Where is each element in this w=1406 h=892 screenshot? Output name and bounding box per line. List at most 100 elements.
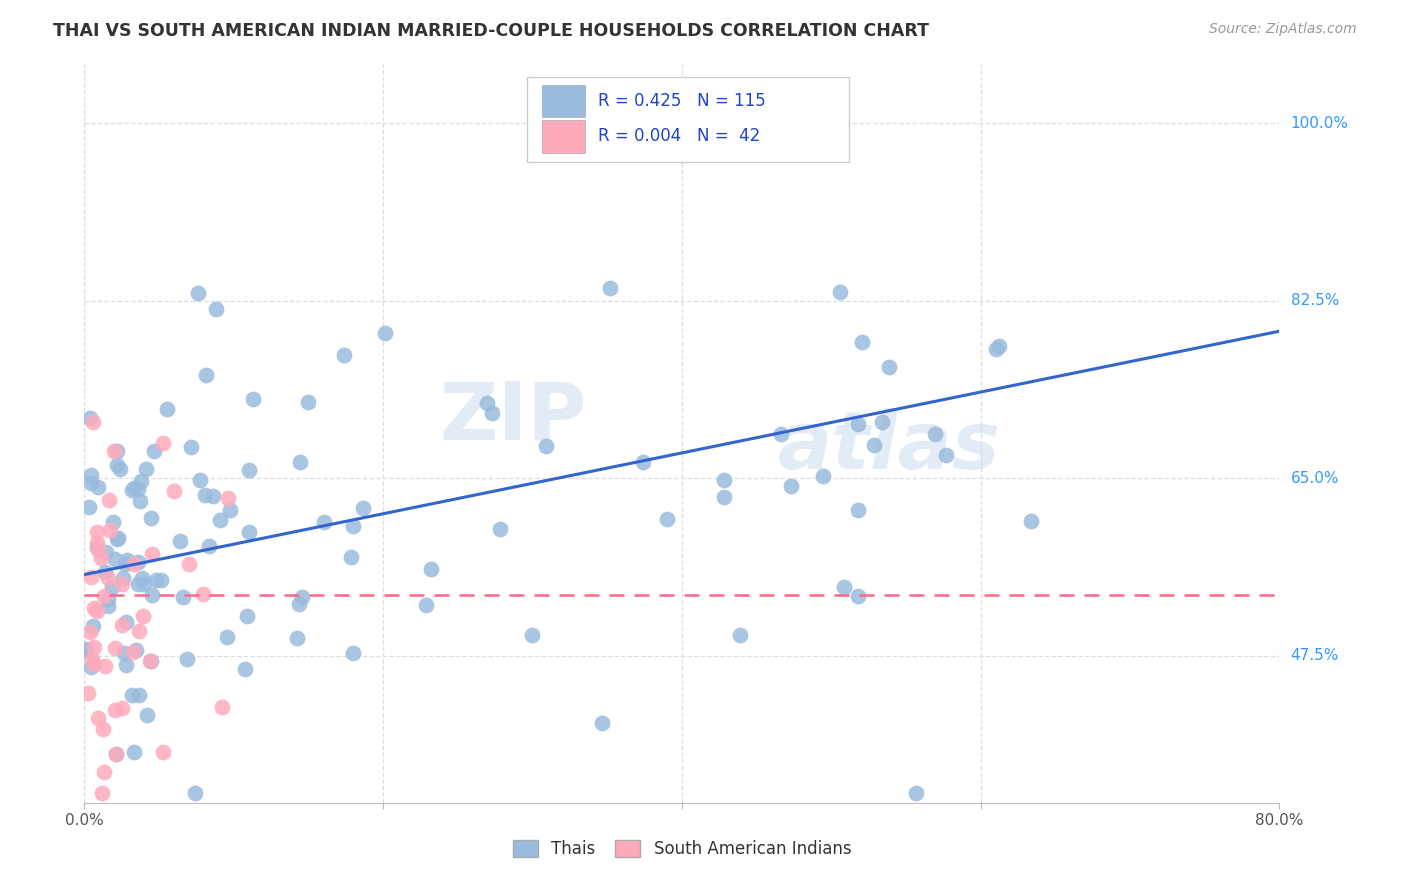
Point [97,592,120,607]
Point [935,448,957,462]
Point [176,652,198,666]
Point [80,652,103,666]
Point [93,589,115,603]
Point [141,588,163,602]
Point [127,555,149,569]
Point [194,368,217,382]
Point [488,523,510,537]
Point [79,411,101,425]
Point [145,573,167,587]
Point [103,444,125,458]
Point [905,786,928,800]
Point [86,480,108,494]
Point [333,348,356,362]
Point [713,490,735,504]
Point [339,549,361,564]
Point [184,786,207,800]
Point [93,765,115,780]
Point [110,577,132,591]
Point [314,515,336,529]
Text: Source: ZipAtlas.com: Source: ZipAtlas.com [1209,22,1357,37]
Point [82,415,104,429]
Point [115,615,138,629]
Text: atlas: atlas [778,409,1000,486]
Point [80,476,103,491]
Point [211,699,233,714]
Point [139,654,162,668]
Point [187,286,209,301]
Point [97,493,120,508]
Point [288,597,311,611]
Point [172,591,194,605]
Point [191,587,214,601]
Point [352,500,374,515]
Point [655,512,678,526]
Point [104,702,127,716]
Point [122,745,145,759]
Point [924,426,946,441]
Point [420,562,443,576]
Point [111,701,134,715]
Point [128,624,150,639]
Point [135,708,157,723]
Point [169,533,191,548]
FancyBboxPatch shape [527,78,849,162]
Point [101,581,124,595]
Point [114,657,136,672]
Point [129,475,152,489]
Point [288,455,311,469]
Point [122,557,145,571]
Point [87,710,110,724]
Point [877,360,900,375]
Point [149,573,172,587]
Point [117,553,139,567]
Point [591,715,613,730]
Point [481,406,503,420]
Point [342,519,364,533]
Point [242,392,264,406]
Point [94,658,117,673]
Point [83,640,105,654]
Point [94,545,117,559]
Point [121,483,143,497]
Point [477,396,499,410]
Point [811,469,834,483]
Point [97,571,120,585]
Point [105,747,128,761]
Point [121,688,143,702]
Point [769,426,792,441]
Point [156,402,179,417]
Point [139,510,162,524]
Point [107,443,129,458]
Point [107,531,129,545]
Point [846,589,869,603]
Point [125,643,148,657]
Point [121,645,143,659]
Point [104,551,127,566]
Point [128,688,150,702]
Point [79,624,101,639]
Point [77,500,100,514]
Point [374,326,396,341]
Text: 82.5%: 82.5% [1291,293,1339,309]
Text: R = 0.004   N =  42: R = 0.004 N = 42 [599,128,761,145]
Point [780,479,803,493]
Point [297,395,319,409]
Point [110,618,132,632]
Point [599,281,621,295]
Point [177,557,200,571]
Point [188,473,211,487]
Point [342,646,364,660]
Point [631,455,654,469]
Point [90,551,112,566]
Point [141,547,163,561]
FancyBboxPatch shape [543,120,585,153]
Point [713,473,735,487]
Point [987,339,1010,353]
Point [131,609,153,624]
Point [415,599,437,613]
Point [122,482,145,496]
Point [97,599,120,613]
Point [219,503,242,517]
Point [76,641,98,656]
